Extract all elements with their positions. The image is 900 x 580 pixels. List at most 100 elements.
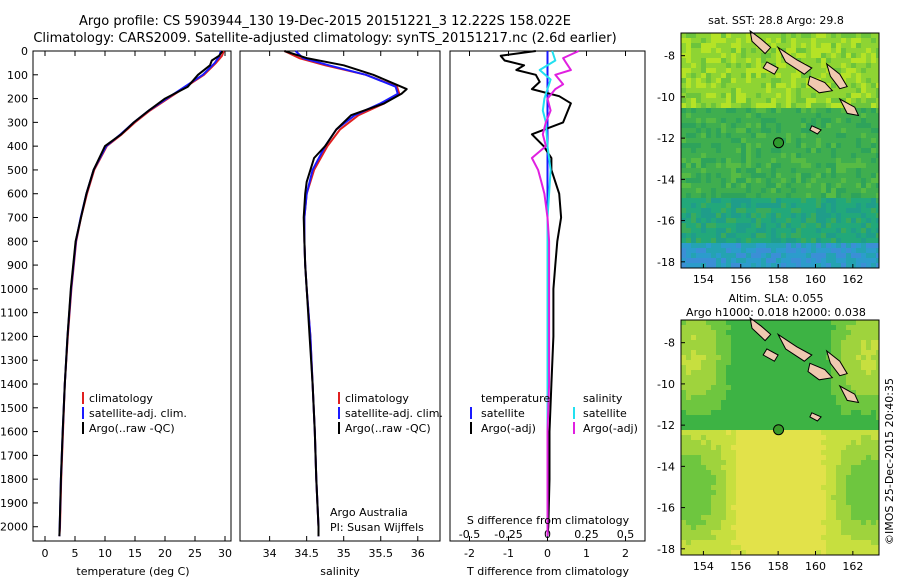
map-cell xyxy=(856,83,861,88)
map-cell xyxy=(751,258,756,263)
map-cell xyxy=(836,420,841,425)
map-cell xyxy=(831,98,836,103)
map-cell xyxy=(801,420,806,425)
map-cell xyxy=(701,233,706,238)
map-cell xyxy=(751,213,756,218)
map-cell xyxy=(756,355,761,360)
map-cell xyxy=(706,365,711,370)
map-cell xyxy=(806,108,811,113)
map-cell xyxy=(726,550,731,555)
map-cell xyxy=(836,330,841,335)
map-cell xyxy=(726,485,731,490)
map-cell xyxy=(761,400,766,405)
map-cell xyxy=(776,108,781,113)
map-cell xyxy=(781,460,786,465)
map-cell xyxy=(716,48,721,53)
map-cell xyxy=(786,78,791,83)
map-cell xyxy=(771,58,776,63)
map-cell xyxy=(806,53,811,58)
map-cell xyxy=(876,460,879,465)
map-cell xyxy=(686,330,691,335)
map-cell xyxy=(791,545,796,550)
map-cell xyxy=(721,525,726,530)
map-cell xyxy=(806,505,811,510)
map-cell xyxy=(786,38,791,43)
map-cell xyxy=(756,243,761,248)
map-cell xyxy=(876,350,879,355)
map-cell xyxy=(826,158,831,163)
map-cell xyxy=(806,223,811,228)
map-cell xyxy=(746,370,751,375)
map-cell xyxy=(806,380,811,385)
map-cell xyxy=(771,173,776,178)
map-cell xyxy=(841,123,846,128)
map-cell xyxy=(861,208,866,213)
map-cell xyxy=(836,208,841,213)
map-cell xyxy=(836,128,841,133)
map-cell xyxy=(711,88,716,93)
map-cell xyxy=(821,173,826,178)
map-cell xyxy=(871,158,876,163)
map-cell xyxy=(796,535,801,540)
map-cell xyxy=(856,340,861,345)
map-cell xyxy=(776,48,781,53)
map-cell xyxy=(711,530,716,535)
map-cell xyxy=(861,425,866,430)
map-cell xyxy=(821,420,826,425)
map-cell xyxy=(781,470,786,475)
map-cell xyxy=(781,490,786,495)
y-tick-label: 1100 xyxy=(0,307,28,320)
map-cell xyxy=(826,435,831,440)
map-cell xyxy=(691,203,696,208)
map-cell xyxy=(841,198,846,203)
map-cell xyxy=(721,198,726,203)
map-cell xyxy=(746,63,751,68)
map-cell xyxy=(736,505,741,510)
map-cell xyxy=(801,380,806,385)
map-cell xyxy=(856,440,861,445)
map-cell xyxy=(766,78,771,83)
map-cell xyxy=(701,430,706,435)
map-cell xyxy=(726,158,731,163)
map-cell xyxy=(696,38,701,43)
map-cell xyxy=(781,208,786,213)
map-cell xyxy=(836,168,841,173)
map-cell xyxy=(726,370,731,375)
map-cell xyxy=(711,123,716,128)
map-cell xyxy=(686,263,691,268)
map-cell xyxy=(736,345,741,350)
map-cell xyxy=(706,263,711,268)
map-cell xyxy=(851,360,856,365)
map-cell xyxy=(711,118,716,123)
map-cell xyxy=(776,33,781,38)
map-cell xyxy=(811,63,816,68)
map-cell xyxy=(861,380,866,385)
map-cell xyxy=(701,248,706,253)
map-cell xyxy=(681,320,686,325)
map-cell xyxy=(681,400,686,405)
map-cell xyxy=(761,158,766,163)
map-cell xyxy=(756,248,761,253)
map-cell xyxy=(726,405,731,410)
map-cell xyxy=(771,480,776,485)
map-cell xyxy=(876,128,879,133)
map-cell xyxy=(861,123,866,128)
map-cell xyxy=(861,540,866,545)
map-cell xyxy=(876,243,879,248)
map-cell xyxy=(766,193,771,198)
map-cell xyxy=(696,93,701,98)
map-cell xyxy=(861,485,866,490)
map-cell xyxy=(726,253,731,258)
map-cell xyxy=(851,263,856,268)
map-x-tick-label: 154 xyxy=(693,273,714,286)
map-cell xyxy=(801,198,806,203)
map-cell xyxy=(851,470,856,475)
map-cell xyxy=(766,153,771,158)
map-cell xyxy=(821,445,826,450)
map-cell xyxy=(726,43,731,48)
map-cell xyxy=(721,335,726,340)
map-cell xyxy=(681,238,686,243)
map-cell xyxy=(741,365,746,370)
map-cell xyxy=(781,365,786,370)
map-cell xyxy=(696,455,701,460)
